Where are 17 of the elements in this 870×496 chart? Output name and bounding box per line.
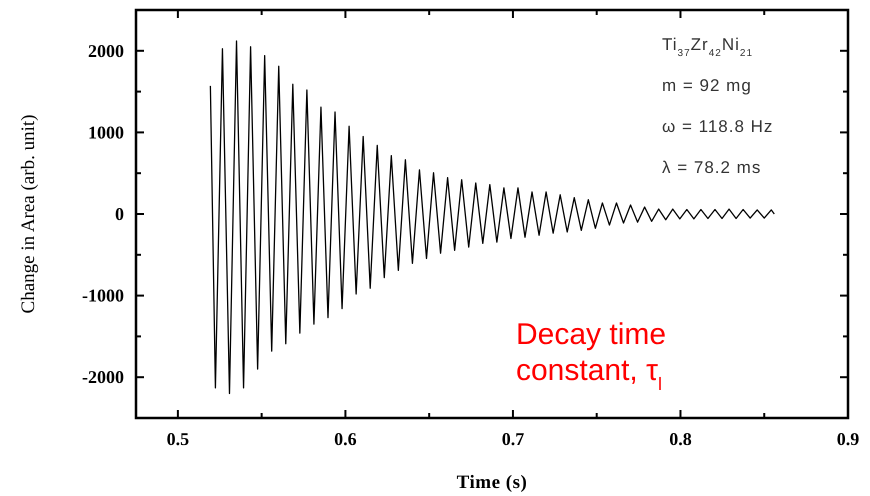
x-tick-label: 0.6 — [334, 429, 357, 449]
annotation: Ti$_{37}$Zr$_{42}$Ni$_{21}$ — [662, 35, 754, 58]
y-axis-title: Change in Area (arb. unit) — [18, 114, 39, 314]
annotation: λ = 78.2 ms — [662, 158, 762, 177]
y-tick-label: -1000 — [82, 286, 124, 306]
annotation: m = 92 mg — [662, 76, 752, 95]
y-tick-label: 1000 — [88, 122, 124, 142]
y-tick-label: 0 — [115, 204, 124, 224]
x-tick-label: 0.7 — [502, 429, 524, 449]
x-tick-label: 0.5 — [166, 429, 190, 449]
x-tick-label: 0.9 — [836, 429, 860, 449]
y-tick-label: -2000 — [82, 367, 124, 388]
annotation: ω = 118.8 Hz — [662, 117, 774, 136]
annotation: Decay time constant, τ$_{l}$ — [516, 318, 666, 394]
y-tick-label: 2000 — [88, 40, 124, 61]
x-axis-title: Time (s) — [456, 472, 528, 493]
x-tick-label: 0.8 — [669, 429, 692, 449]
